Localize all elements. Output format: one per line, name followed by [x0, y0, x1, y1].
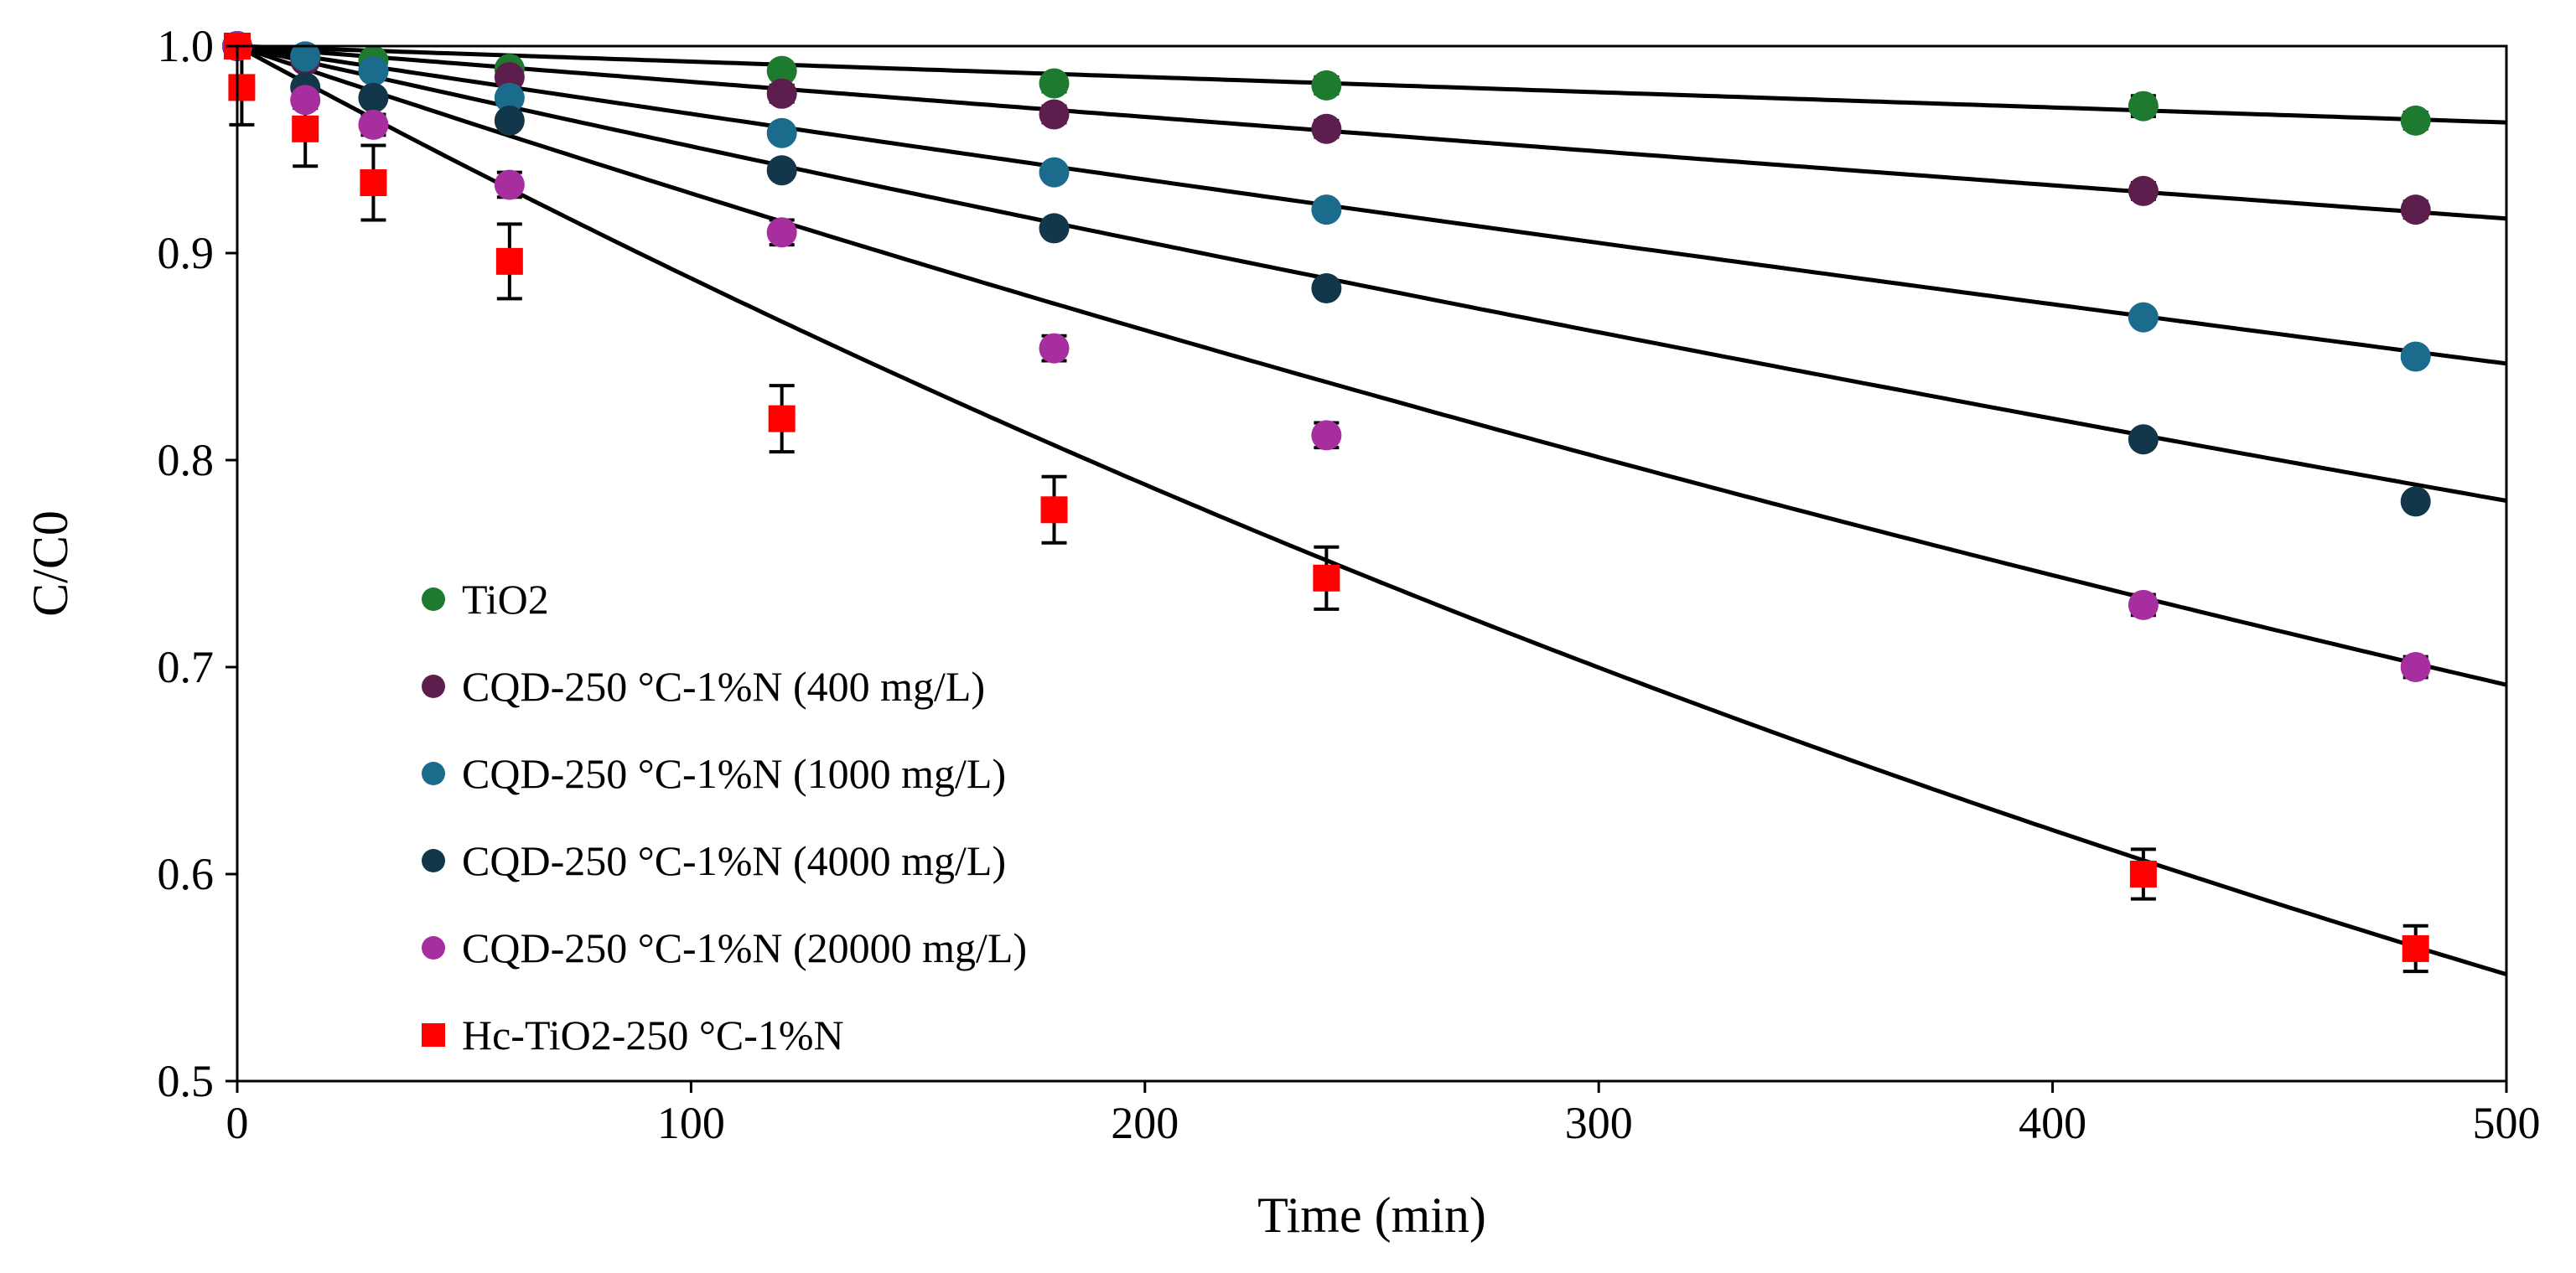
data-point	[766, 117, 797, 148]
data-point	[2128, 175, 2159, 206]
x-tick-label: 100	[657, 1098, 725, 1148]
data-point	[2128, 589, 2159, 620]
data-point	[2400, 652, 2431, 682]
data-point	[360, 169, 387, 197]
data-point	[2402, 934, 2429, 962]
data-point	[766, 217, 797, 248]
y-tick-label: 0.7	[158, 642, 215, 692]
data-point	[1040, 496, 1068, 524]
data-point	[766, 55, 797, 86]
fit-curve	[236, 44, 2507, 976]
legend-label: TiO2	[462, 576, 549, 623]
legend-marker	[422, 1023, 445, 1047]
data-point	[494, 169, 525, 200]
y-tick-label: 1.0	[158, 21, 215, 71]
legend-label: Hc-TiO2-250 °C-1%N	[462, 1012, 844, 1058]
data-point	[290, 41, 321, 72]
fit-curve	[236, 44, 2507, 221]
data-point	[766, 155, 797, 186]
data-point	[494, 62, 525, 93]
data-point	[2128, 302, 2159, 333]
data-point	[1039, 99, 1070, 130]
y-tick-label: 0.5	[158, 1056, 215, 1106]
legend-label: CQD-250 °C-1%N (20000 mg/L)	[462, 924, 1027, 971]
data-point	[494, 82, 525, 113]
data-point	[1039, 333, 1070, 364]
data-point	[358, 82, 389, 113]
data-point	[228, 74, 256, 101]
fit-curve	[236, 44, 2507, 687]
fit-curve	[236, 44, 2507, 366]
fit-curve	[236, 44, 2507, 503]
legend-marker	[422, 762, 445, 785]
data-point	[358, 55, 389, 86]
data-point	[1311, 113, 1342, 144]
legend-label: CQD-250 °C-1%N (400 mg/L)	[462, 663, 985, 710]
data-point	[2128, 91, 2159, 122]
fit-curve	[236, 44, 2507, 125]
data-point	[495, 247, 523, 275]
data-point	[290, 85, 321, 116]
data-point	[494, 105, 525, 136]
legend-marker	[422, 587, 445, 611]
legend-marker	[422, 675, 445, 698]
x-tick-label: 200	[1111, 1098, 1179, 1148]
x-tick-label: 500	[2473, 1098, 2541, 1148]
data-point	[1311, 272, 1342, 303]
data-point	[2400, 486, 2431, 517]
data-points	[222, 31, 2431, 962]
plot-area-frame	[236, 44, 2508, 1083]
data-point	[1039, 157, 1070, 188]
data-point	[2128, 424, 2159, 455]
data-point	[2400, 341, 2431, 372]
x-tick-label: 0	[226, 1098, 249, 1148]
data-point	[1039, 213, 1070, 244]
legend-label: CQD-250 °C-1%N (4000 mg/L)	[462, 837, 1006, 884]
y-axis-title: C/C0	[23, 510, 78, 617]
legend-marker	[422, 849, 445, 872]
data-point	[768, 405, 796, 432]
data-point	[2400, 105, 2431, 136]
data-point	[292, 115, 319, 142]
y-tick-label: 0.8	[158, 435, 215, 485]
legend-label: CQD-250 °C-1%N (1000 mg/L)	[462, 750, 1006, 797]
axis-ticks: 0 100 200 300 400 500 0.5 0.6 0.7 0.8 0.9 1.0	[158, 21, 2541, 1148]
y-tick-label: 0.6	[158, 849, 215, 899]
legend-marker	[422, 936, 445, 960]
data-point	[2129, 861, 2157, 887]
data-point	[1313, 564, 1340, 592]
y-tick-label: 0.9	[158, 228, 215, 278]
data-point	[1311, 420, 1342, 451]
x-tick-label: 300	[1565, 1098, 1633, 1148]
x-tick-label: 400	[2019, 1098, 2086, 1148]
fit-curves	[236, 44, 2507, 976]
data-point	[1311, 70, 1342, 101]
data-point	[1039, 68, 1070, 99]
legend: TiO2 CQD-250 °C-1%N (400 mg/L) CQD-250 °C-…	[422, 576, 1027, 1058]
x-axis-title: Time (min)	[1257, 1188, 1486, 1243]
data-point	[1311, 194, 1342, 225]
data-point	[2400, 194, 2431, 225]
data-point	[358, 109, 389, 140]
data-point	[766, 78, 797, 109]
